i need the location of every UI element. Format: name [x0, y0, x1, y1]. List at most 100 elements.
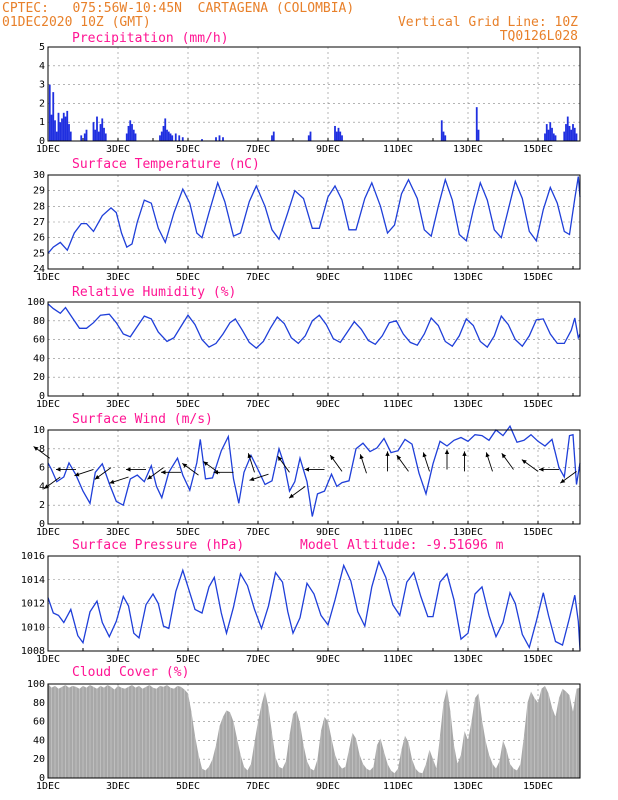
precip-bar	[160, 131, 163, 141]
temperature-ytick-label: 24	[33, 264, 45, 275]
header-date-line: 01DEC2020 10Z (GMT)	[2, 15, 151, 30]
precip-bar	[66, 110, 69, 141]
wind-ytick-label: 2	[39, 500, 45, 511]
precip-bar	[169, 133, 172, 141]
wind-xtick-label: 11DEC	[383, 527, 413, 538]
wind-vector-head	[396, 455, 402, 461]
pressure-xtick-label: 11DEC	[383, 654, 413, 665]
precip-bar	[573, 127, 576, 141]
precip-bar	[563, 131, 566, 141]
temperature-xtick-label: 11DEC	[383, 272, 413, 283]
wind-ytick-label: 10	[33, 425, 45, 436]
pressure-ytick-label: 1010	[21, 622, 45, 633]
precip-bar	[59, 122, 62, 141]
precip-bar	[215, 137, 217, 141]
precip-bar	[54, 120, 56, 141]
precip-bar	[554, 135, 557, 141]
wind-vector-head	[501, 453, 507, 459]
precip-xtick-label: 5DEC	[176, 144, 200, 155]
pressure-ytick-label: 1008	[21, 646, 45, 657]
humidity-title: Relative Humidity (%)	[72, 285, 236, 300]
precip-bar	[162, 125, 165, 141]
precip-bar	[549, 122, 552, 141]
wind-vector-head	[56, 467, 61, 472]
precip-bar	[167, 131, 170, 141]
precip-bar	[171, 135, 174, 141]
header-grid-line-note: Vertical Grid Line: 10Z	[398, 15, 578, 30]
pressure-xtick-label: 9DEC	[316, 654, 340, 665]
cloud-xtick-label: 3DEC	[106, 781, 130, 792]
pressure-xtick-label: 15DEC	[523, 654, 553, 665]
precip-xtick-label: 15DEC	[523, 144, 553, 155]
precip-ytick-label: 0	[39, 136, 45, 147]
precip-bar	[475, 107, 478, 141]
precip-xtick-label: 11DEC	[383, 144, 413, 155]
wind-ytick-label: 8	[39, 444, 45, 455]
precip-bar	[178, 135, 181, 141]
pressure-xtick-label: 5DEC	[176, 654, 200, 665]
humidity-xtick-label: 13DEC	[453, 399, 483, 410]
precip-bar	[92, 122, 95, 141]
precip-bar	[57, 112, 60, 141]
precip-bar	[201, 139, 203, 141]
precip-bar	[341, 135, 343, 141]
pressure-xtick-label: 1DEC	[36, 654, 60, 665]
wind-vector-head	[539, 467, 544, 472]
humidity-frame	[47, 301, 581, 397]
precip-ytick-label: 3	[39, 80, 45, 91]
cloud-xtick-label: 9DEC	[316, 781, 340, 792]
precip-bar	[444, 135, 447, 141]
cloud-ytick-label: 0	[39, 773, 45, 784]
precip-bar	[55, 131, 58, 141]
precip-bar	[94, 129, 97, 141]
wind-vector-head	[247, 453, 252, 459]
precip-bar	[64, 116, 67, 141]
cloud-xtick-label: 5DEC	[176, 781, 200, 792]
humidity-ytick-label: 100	[27, 297, 45, 308]
precip-bar	[159, 135, 161, 141]
precip-bar	[129, 120, 132, 141]
precip-bar	[68, 124, 70, 141]
precip-bar	[69, 131, 72, 141]
wind-xtick-label: 9DEC	[316, 527, 340, 538]
wind-vector-head	[213, 470, 219, 475]
temperature-ytick-label: 27	[33, 217, 45, 228]
wind-vector-head	[304, 467, 310, 472]
cloud-xtick-label: 15DEC	[523, 781, 553, 792]
humidity-ytick-label: 60	[33, 335, 45, 346]
precip-bar	[552, 133, 555, 141]
cloud-ytick-label: 80	[33, 698, 45, 709]
wind-vector-head	[289, 493, 294, 499]
wind-ytick-label: 0	[39, 519, 45, 530]
wind-vector-head	[359, 454, 364, 460]
precip-frame	[47, 46, 581, 142]
humidity-xtick-label: 1DEC	[36, 399, 60, 410]
wind-vector-head	[33, 446, 39, 451]
temperature-xtick-label: 3DEC	[106, 272, 130, 283]
precip-ytick-label: 5	[39, 42, 45, 53]
wind-vector-head	[330, 455, 335, 461]
precip-bar	[271, 135, 273, 141]
precip-bar	[103, 127, 105, 141]
precip-bar	[174, 133, 177, 141]
humidity-xtick-label: 9DEC	[316, 399, 340, 410]
pressure-ytick-label: 1016	[21, 551, 45, 562]
precip-bar	[440, 120, 443, 141]
wind-vector-head	[277, 456, 283, 462]
precip-xtick-label: 9DEC	[316, 144, 340, 155]
temperature-xtick-label: 5DEC	[176, 272, 200, 283]
cloud-xtick-label: 1DEC	[36, 781, 60, 792]
precip-bar	[477, 129, 480, 141]
wind-vector-head	[521, 459, 527, 465]
header-model-id: TQ0126L028	[500, 29, 578, 44]
pressure-xtick-label: 13DEC	[453, 654, 483, 665]
temperature-ytick-label: 28	[33, 201, 45, 212]
cloud-xtick-label: 13DEC	[453, 781, 483, 792]
precip-bar	[85, 129, 88, 141]
precip-bar	[218, 135, 221, 141]
temperature-xtick-label: 9DEC	[316, 272, 340, 283]
precip-ytick-label: 1	[39, 117, 45, 128]
wind-line	[47, 424, 581, 517]
precip-bar	[97, 131, 100, 141]
